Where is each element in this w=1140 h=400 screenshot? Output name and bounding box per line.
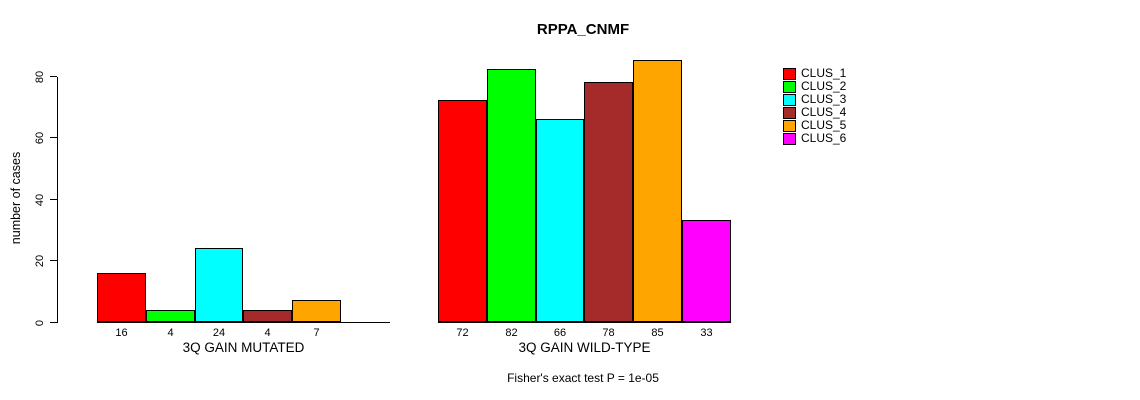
y-tick-mark — [50, 137, 57, 139]
legend-label: CLUS_4 — [801, 105, 847, 119]
legend-swatch-icon — [783, 80, 796, 93]
legend-item: CLUS_6 — [783, 132, 846, 145]
bar-value-label: 85 — [651, 327, 664, 339]
bar-CLUS_1 — [97, 273, 146, 322]
bar-group-0 — [97, 0, 390, 323]
legend-item: CLUS_1 — [783, 67, 846, 80]
bar-CLUS_5 — [633, 60, 682, 322]
y-axis-label: number of cases — [9, 151, 23, 245]
y-tick-mark — [50, 199, 57, 201]
bar-CLUS_1 — [438, 100, 487, 322]
legend-swatch-icon — [783, 119, 796, 132]
bar-CLUS_6 — [682, 220, 731, 322]
legend-label: CLUS_3 — [801, 92, 847, 106]
y-tick-mark — [50, 260, 57, 262]
legend: CLUS_1 CLUS_2 CLUS_3 CLUS_4 CLUS_5 CLUS_6 — [783, 67, 846, 145]
bar-CLUS_5 — [292, 300, 341, 322]
bar-CLUS_2 — [487, 69, 536, 322]
bar-value-label: 72 — [456, 327, 469, 339]
legend-item: CLUS_2 — [783, 80, 846, 93]
y-tick-label: 40 — [34, 193, 46, 207]
group-label: 3Q GAIN WILD-TYPE — [518, 340, 651, 355]
legend-swatch-icon — [783, 132, 796, 145]
y-tick-label: 20 — [34, 254, 46, 268]
bar-CLUS_4 — [584, 82, 633, 322]
legend-item: CLUS_3 — [783, 93, 846, 106]
group-label: 3Q GAIN MUTATED — [182, 340, 305, 355]
x-axis-baseline — [97, 321, 390, 323]
bar-value-label: 33 — [700, 327, 713, 339]
bar-group-1 — [438, 0, 731, 323]
bar-value-label: 7 — [313, 327, 320, 339]
annotation-text: Fisher's exact test P = 1e-05 — [507, 371, 659, 385]
y-tick-mark — [50, 76, 57, 78]
y-tick-label: 0 — [34, 319, 46, 327]
bar-value-label: 16 — [115, 327, 128, 339]
bar-CLUS_3 — [195, 248, 243, 322]
bar-CLUS_4 — [243, 310, 292, 322]
legend-item: CLUS_4 — [783, 106, 846, 119]
legend-swatch-icon — [783, 93, 796, 106]
y-tick-label: 80 — [34, 70, 46, 84]
bar-CLUS_2 — [146, 310, 195, 322]
legend-label: CLUS_6 — [801, 131, 847, 145]
chart-title: RPPA_CNMF — [536, 21, 630, 38]
y-tick-mark — [50, 322, 57, 324]
y-axis-line — [57, 77, 59, 323]
bar-value-label: 66 — [553, 327, 567, 339]
bar-value-label: 82 — [505, 327, 518, 339]
legend-label: CLUS_2 — [801, 79, 847, 93]
legend-swatch-icon — [783, 67, 796, 80]
x-axis-baseline — [438, 321, 731, 323]
legend-item: CLUS_5 — [783, 119, 846, 132]
bar-value-label: 24 — [212, 327, 226, 339]
y-tick-label: 60 — [34, 131, 46, 145]
bar-CLUS_3 — [536, 119, 584, 322]
bar-value-label: 78 — [602, 327, 615, 339]
legend-label: CLUS_5 — [801, 118, 847, 132]
bar-value-label: 4 — [167, 327, 174, 339]
bar-value-label: 4 — [264, 327, 271, 339]
legend-label: CLUS_1 — [801, 66, 847, 80]
legend-swatch-icon — [783, 106, 796, 119]
